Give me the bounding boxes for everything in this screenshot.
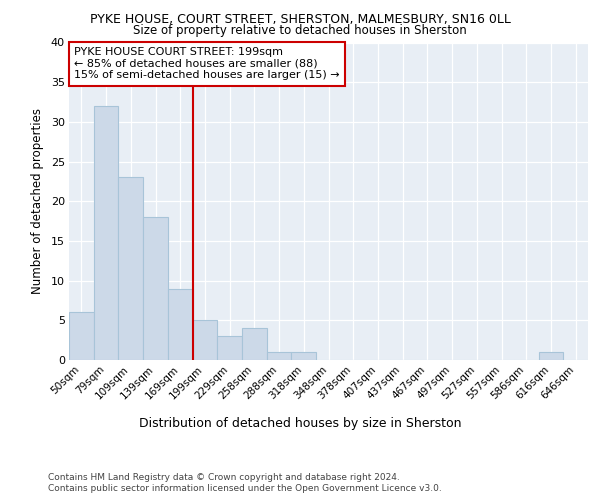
Text: Distribution of detached houses by size in Sherston: Distribution of detached houses by size …: [139, 418, 461, 430]
Y-axis label: Number of detached properties: Number of detached properties: [31, 108, 44, 294]
Bar: [69, 312, 94, 360]
Bar: [94, 106, 118, 360]
Text: PYKE HOUSE, COURT STREET, SHERSTON, MALMESBURY, SN16 0LL: PYKE HOUSE, COURT STREET, SHERSTON, MALM…: [89, 12, 511, 26]
Text: Contains public sector information licensed under the Open Government Licence v3: Contains public sector information licen…: [48, 484, 442, 493]
Bar: [168, 288, 193, 360]
Text: PYKE HOUSE COURT STREET: 199sqm
← 85% of detached houses are smaller (88)
15% of: PYKE HOUSE COURT STREET: 199sqm ← 85% of…: [74, 48, 340, 80]
Bar: [118, 178, 143, 360]
Text: Contains HM Land Registry data © Crown copyright and database right 2024.: Contains HM Land Registry data © Crown c…: [48, 472, 400, 482]
Bar: [193, 320, 217, 360]
Bar: [143, 217, 168, 360]
Bar: [292, 352, 316, 360]
Bar: [217, 336, 242, 360]
Bar: [539, 352, 563, 360]
Bar: [267, 352, 292, 360]
Bar: [242, 328, 267, 360]
Text: Size of property relative to detached houses in Sherston: Size of property relative to detached ho…: [133, 24, 467, 37]
